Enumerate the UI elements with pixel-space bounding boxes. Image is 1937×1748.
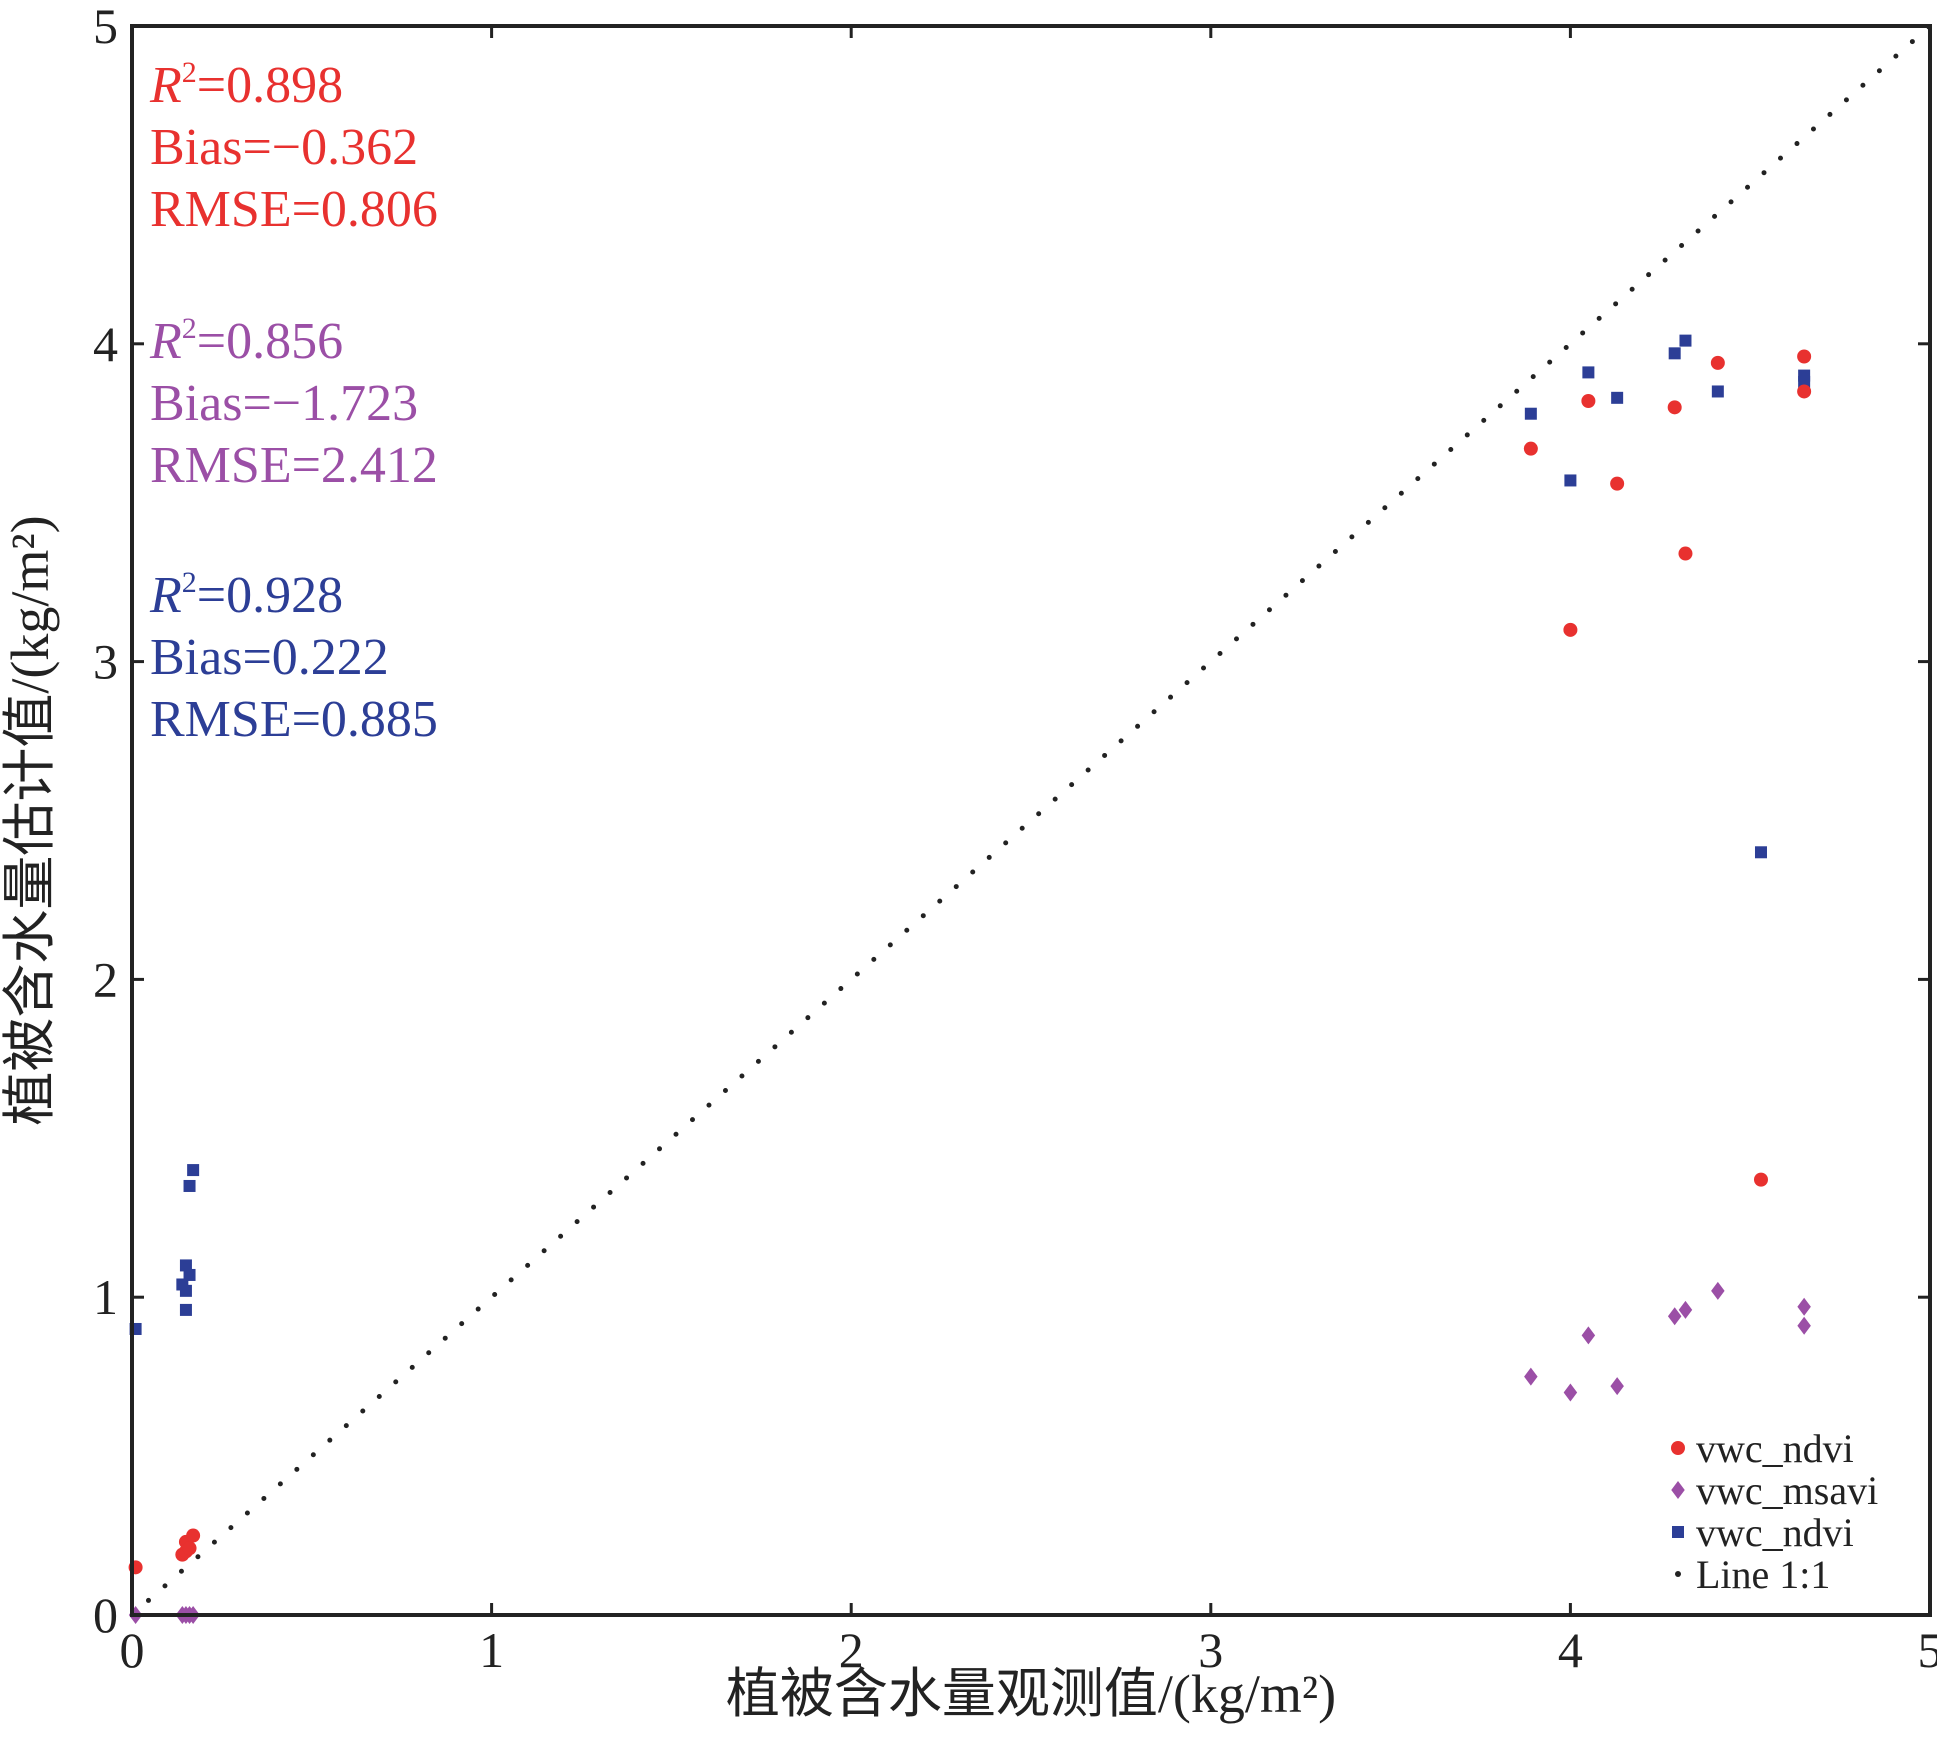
y-tick-label: 2 xyxy=(93,951,118,1007)
y-tick-label: 4 xyxy=(93,316,118,372)
point-square xyxy=(183,1179,196,1192)
legend-label: Line 1:1 xyxy=(1696,1552,1830,1597)
point-square xyxy=(1798,375,1811,388)
stat-bias: Bias=0.222 xyxy=(150,629,389,686)
point-square xyxy=(179,1259,192,1272)
x-axis-title: 植被含水量观测值/(kg/m²) xyxy=(726,1664,1336,1724)
point-circle xyxy=(1523,441,1538,456)
point-square xyxy=(1711,385,1724,398)
point-circle xyxy=(1797,349,1812,364)
point-diamond xyxy=(1797,1316,1811,1335)
x-tick-label: 0 xyxy=(120,1622,145,1678)
legend-marker-circle xyxy=(1671,1441,1685,1455)
legend-marker-dot xyxy=(1675,1571,1681,1577)
y-tick-label: 1 xyxy=(93,1269,118,1325)
y-tick-label: 3 xyxy=(93,634,118,690)
point-square xyxy=(1582,366,1595,379)
point-square xyxy=(1668,347,1681,360)
point-diamond xyxy=(1581,1326,1596,1345)
point-diamond xyxy=(1711,1281,1725,1300)
x-tick-label: 4 xyxy=(1558,1622,1583,1678)
line-1-1 xyxy=(129,23,1933,1618)
point-circle xyxy=(1610,476,1625,491)
x-tick-label: 5 xyxy=(1918,1622,1937,1678)
y-axis-title: 植被含水量估计值/(kg/m²) xyxy=(0,515,60,1125)
point-circle xyxy=(1581,394,1596,409)
plot-frame xyxy=(130,24,1932,1617)
point-diamond xyxy=(1610,1377,1624,1396)
point-diamond xyxy=(1563,1383,1578,1402)
legend-label: vwc_ndvi xyxy=(1696,1510,1854,1555)
point-square xyxy=(187,1164,200,1177)
point-square xyxy=(1679,334,1692,347)
legend-label: vwc_msavi xyxy=(1696,1468,1878,1513)
stat-bias: Bias=−1.723 xyxy=(150,375,418,432)
point-diamond xyxy=(1678,1300,1693,1319)
point-square xyxy=(179,1303,192,1316)
legend-label: vwc_ndvi xyxy=(1696,1426,1854,1471)
point-circle xyxy=(1753,1172,1768,1187)
point-diamond xyxy=(1667,1307,1682,1326)
y-tick-label: 5 xyxy=(93,0,118,54)
point-square xyxy=(1754,846,1767,859)
point-square xyxy=(1564,474,1577,487)
stat-rmse: RMSE=0.806 xyxy=(150,181,438,238)
point-diamond xyxy=(1797,1297,1811,1316)
axis-ticks: 0 1 2 3 4 5 0 1 2 3 4 5 xyxy=(93,0,1937,1678)
point-square xyxy=(179,1284,192,1297)
point-square xyxy=(1611,391,1624,404)
point-circle xyxy=(1678,546,1693,561)
stat-rmse: RMSE=0.885 xyxy=(150,691,438,748)
point-circle xyxy=(1563,622,1578,637)
x-tick-label: 3 xyxy=(1198,1622,1223,1678)
stat-r2: R2=0.898 xyxy=(149,56,343,114)
x-tick-label: 1 xyxy=(479,1622,504,1678)
point-circle xyxy=(182,1541,197,1556)
stat-r2: R2=0.856 xyxy=(149,312,343,370)
point-square xyxy=(1524,407,1537,420)
stat-bias: Bias=−0.362 xyxy=(150,119,418,176)
x-tick-label: 2 xyxy=(839,1622,864,1678)
point-circle xyxy=(1667,400,1682,415)
stat-r2: R2=0.928 xyxy=(149,566,343,624)
stat-rmse: RMSE=2.412 xyxy=(150,437,438,494)
legend-marker-square xyxy=(1672,1526,1684,1538)
y-tick-label: 0 xyxy=(93,1587,118,1643)
point-diamond xyxy=(1524,1367,1538,1386)
legend-marker-diamond xyxy=(1671,1481,1685,1499)
point-circle xyxy=(1710,355,1725,370)
stats-annotations: R2=0.898Bias=−0.362RMSE=0.806R2=0.856Bia… xyxy=(149,56,438,748)
point-circle xyxy=(1797,384,1812,399)
point-circle xyxy=(186,1528,201,1543)
point-square xyxy=(183,1268,196,1281)
plot-marks xyxy=(128,23,1933,1624)
